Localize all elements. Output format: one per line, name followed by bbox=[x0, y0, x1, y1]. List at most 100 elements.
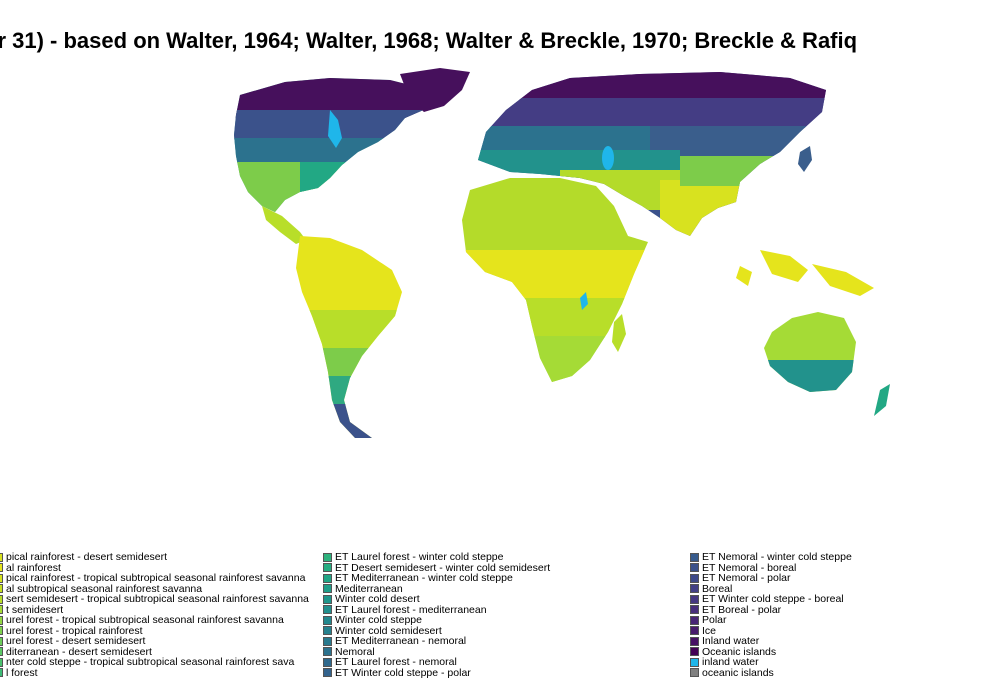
legend-item: Boreal bbox=[690, 582, 733, 595]
legend-item: ET Winter cold steppe - boreal bbox=[690, 594, 844, 604]
legend-item: ET Laurel forest - nemoral bbox=[323, 657, 457, 667]
legend-item: Winter cold desert bbox=[323, 594, 420, 604]
legend-swatch bbox=[323, 584, 332, 593]
legend-swatch bbox=[690, 615, 699, 625]
southeast-asia-islands bbox=[736, 250, 874, 296]
legend-label: ET Laurel forest - mediterranean bbox=[335, 603, 487, 616]
legend-label: Oceanic islands bbox=[702, 645, 777, 658]
legend-item: Mediterranean bbox=[323, 582, 403, 595]
legend-item: ET Nemoral - winter cold steppe bbox=[690, 552, 852, 562]
map-title-text: (Layer 31) - based on Walter, 1964; Walt… bbox=[0, 28, 858, 53]
legend-label: l forest bbox=[6, 666, 38, 679]
legend-item: nter cold steppe - tropical subtropical … bbox=[0, 657, 294, 667]
legend-swatch bbox=[0, 594, 3, 604]
legend-label: t semidesert bbox=[6, 603, 64, 616]
legend-item: Polar bbox=[690, 615, 727, 625]
legend-item: Winter cold semidesert bbox=[323, 624, 442, 637]
legend-swatch bbox=[323, 636, 332, 646]
legend-item: Ice bbox=[690, 624, 717, 637]
legend-item: ET Mediterranean - nemoral bbox=[323, 636, 466, 646]
legend-item: ET Boreal - polar bbox=[690, 603, 782, 616]
legend-item: Nemoral bbox=[323, 645, 375, 658]
legend-swatch bbox=[323, 657, 332, 667]
legend-label: ET Nemoral - boreal bbox=[702, 561, 797, 574]
legend-swatch bbox=[0, 647, 3, 656]
legend-label: diterranean - desert semidesert bbox=[6, 645, 152, 658]
legend-label: urel forest - desert semidesert bbox=[6, 635, 146, 647]
legend-swatch bbox=[323, 668, 332, 677]
world-ecozone-map bbox=[234, 68, 890, 438]
legend-swatch bbox=[0, 615, 3, 625]
legend-item: inland water bbox=[690, 657, 759, 667]
legend-item: ET Winter cold steppe - polar bbox=[323, 667, 471, 678]
legend-item: al rainforest bbox=[0, 561, 61, 574]
legend-label: urel forest - tropical subtropical seaso… bbox=[6, 614, 284, 626]
legend-swatch bbox=[323, 594, 332, 604]
lake-victoria bbox=[580, 292, 588, 310]
legend-swatch bbox=[690, 626, 699, 635]
legend-item: sert semidesert - tropical subtropical s… bbox=[0, 594, 309, 604]
legend-label: ET Nemoral - winter cold steppe bbox=[702, 552, 852, 563]
legend-label: Polar bbox=[702, 614, 727, 626]
legend-label: Boreal bbox=[702, 582, 733, 595]
legend-item: pical rainforest - tropical subtropical … bbox=[0, 573, 305, 583]
legend-swatch bbox=[0, 668, 3, 677]
legend-item: ET Laurel forest - mediterranean bbox=[323, 603, 487, 616]
legend-item: ET Nemoral - polar bbox=[690, 573, 791, 583]
legend-swatch bbox=[0, 584, 3, 593]
legend-label: ET Boreal - polar bbox=[702, 603, 782, 616]
legend-item: t semidesert bbox=[0, 603, 64, 616]
legend-swatch bbox=[323, 647, 332, 656]
legend-swatch bbox=[323, 626, 332, 635]
legend-swatch bbox=[323, 573, 332, 583]
legend-label: pical rainforest - desert semidesert bbox=[6, 552, 168, 563]
south-america-landmass bbox=[296, 236, 402, 438]
legend-label: ET Mediterranean - nemoral bbox=[335, 635, 467, 647]
legend-label: Mediterranean bbox=[335, 582, 403, 595]
new-zealand-landmass bbox=[874, 384, 890, 416]
legend-item: oceanic islands bbox=[690, 666, 774, 679]
legend-swatch bbox=[0, 605, 3, 614]
legend-label: Ice bbox=[702, 624, 717, 637]
legend-item: ET Mediterranean - winter cold steppe bbox=[323, 573, 513, 583]
africa-landmass bbox=[462, 178, 648, 382]
legend-swatch bbox=[690, 605, 699, 614]
legend-item: diterranean - desert semidesert bbox=[0, 645, 152, 658]
legend-swatch bbox=[690, 552, 699, 562]
caspian-sea bbox=[602, 146, 614, 170]
legend-label: pical rainforest - tropical subtropical … bbox=[6, 572, 306, 584]
legend-swatch bbox=[0, 563, 3, 572]
legend-item: urel forest - desert semidesert bbox=[0, 636, 145, 646]
legend-label: ET Mediterranean - winter cold steppe bbox=[335, 572, 513, 584]
legend-swatch bbox=[690, 647, 699, 656]
legend-label: oceanic islands bbox=[702, 666, 774, 679]
legend-item: Winter cold steppe bbox=[323, 615, 422, 625]
legend-label: ET Winter cold steppe - boreal bbox=[702, 593, 844, 605]
legend-swatch bbox=[690, 584, 699, 593]
legend-label: inland water bbox=[702, 656, 759, 668]
legend-label: Winter cold steppe bbox=[335, 614, 422, 626]
legend-item: urel forest - tropical rainforest bbox=[0, 624, 143, 637]
legend-swatch bbox=[690, 668, 699, 677]
legend-swatch bbox=[0, 657, 3, 667]
legend-label: al rainforest bbox=[6, 561, 61, 574]
japan-landmass bbox=[798, 146, 812, 172]
legend-item: l forest bbox=[0, 666, 38, 679]
greenland-landmass bbox=[400, 68, 470, 112]
madagascar-landmass bbox=[612, 314, 626, 352]
map-title: (Layer 31) - based on Walter, 1964; Walt… bbox=[0, 20, 1000, 60]
australia-landmass bbox=[764, 312, 856, 392]
legend-label: Inland water bbox=[702, 635, 760, 647]
legend-label: Winter cold semidesert bbox=[335, 624, 442, 637]
legend-item: Oceanic islands bbox=[690, 645, 777, 658]
legend-swatch bbox=[690, 636, 699, 646]
legend-label: Winter cold desert bbox=[335, 593, 420, 605]
legend-swatch bbox=[323, 563, 332, 572]
legend-label: Nemoral bbox=[335, 645, 375, 658]
legend-item: ET Nemoral - boreal bbox=[690, 561, 797, 574]
legend-swatch bbox=[0, 636, 3, 646]
legend-swatch bbox=[690, 594, 699, 604]
legend-label: urel forest - tropical rainforest bbox=[6, 624, 143, 637]
legend-label: ET Laurel forest - winter cold steppe bbox=[335, 552, 504, 563]
legend-label: ET Laurel forest - nemoral bbox=[335, 656, 457, 668]
